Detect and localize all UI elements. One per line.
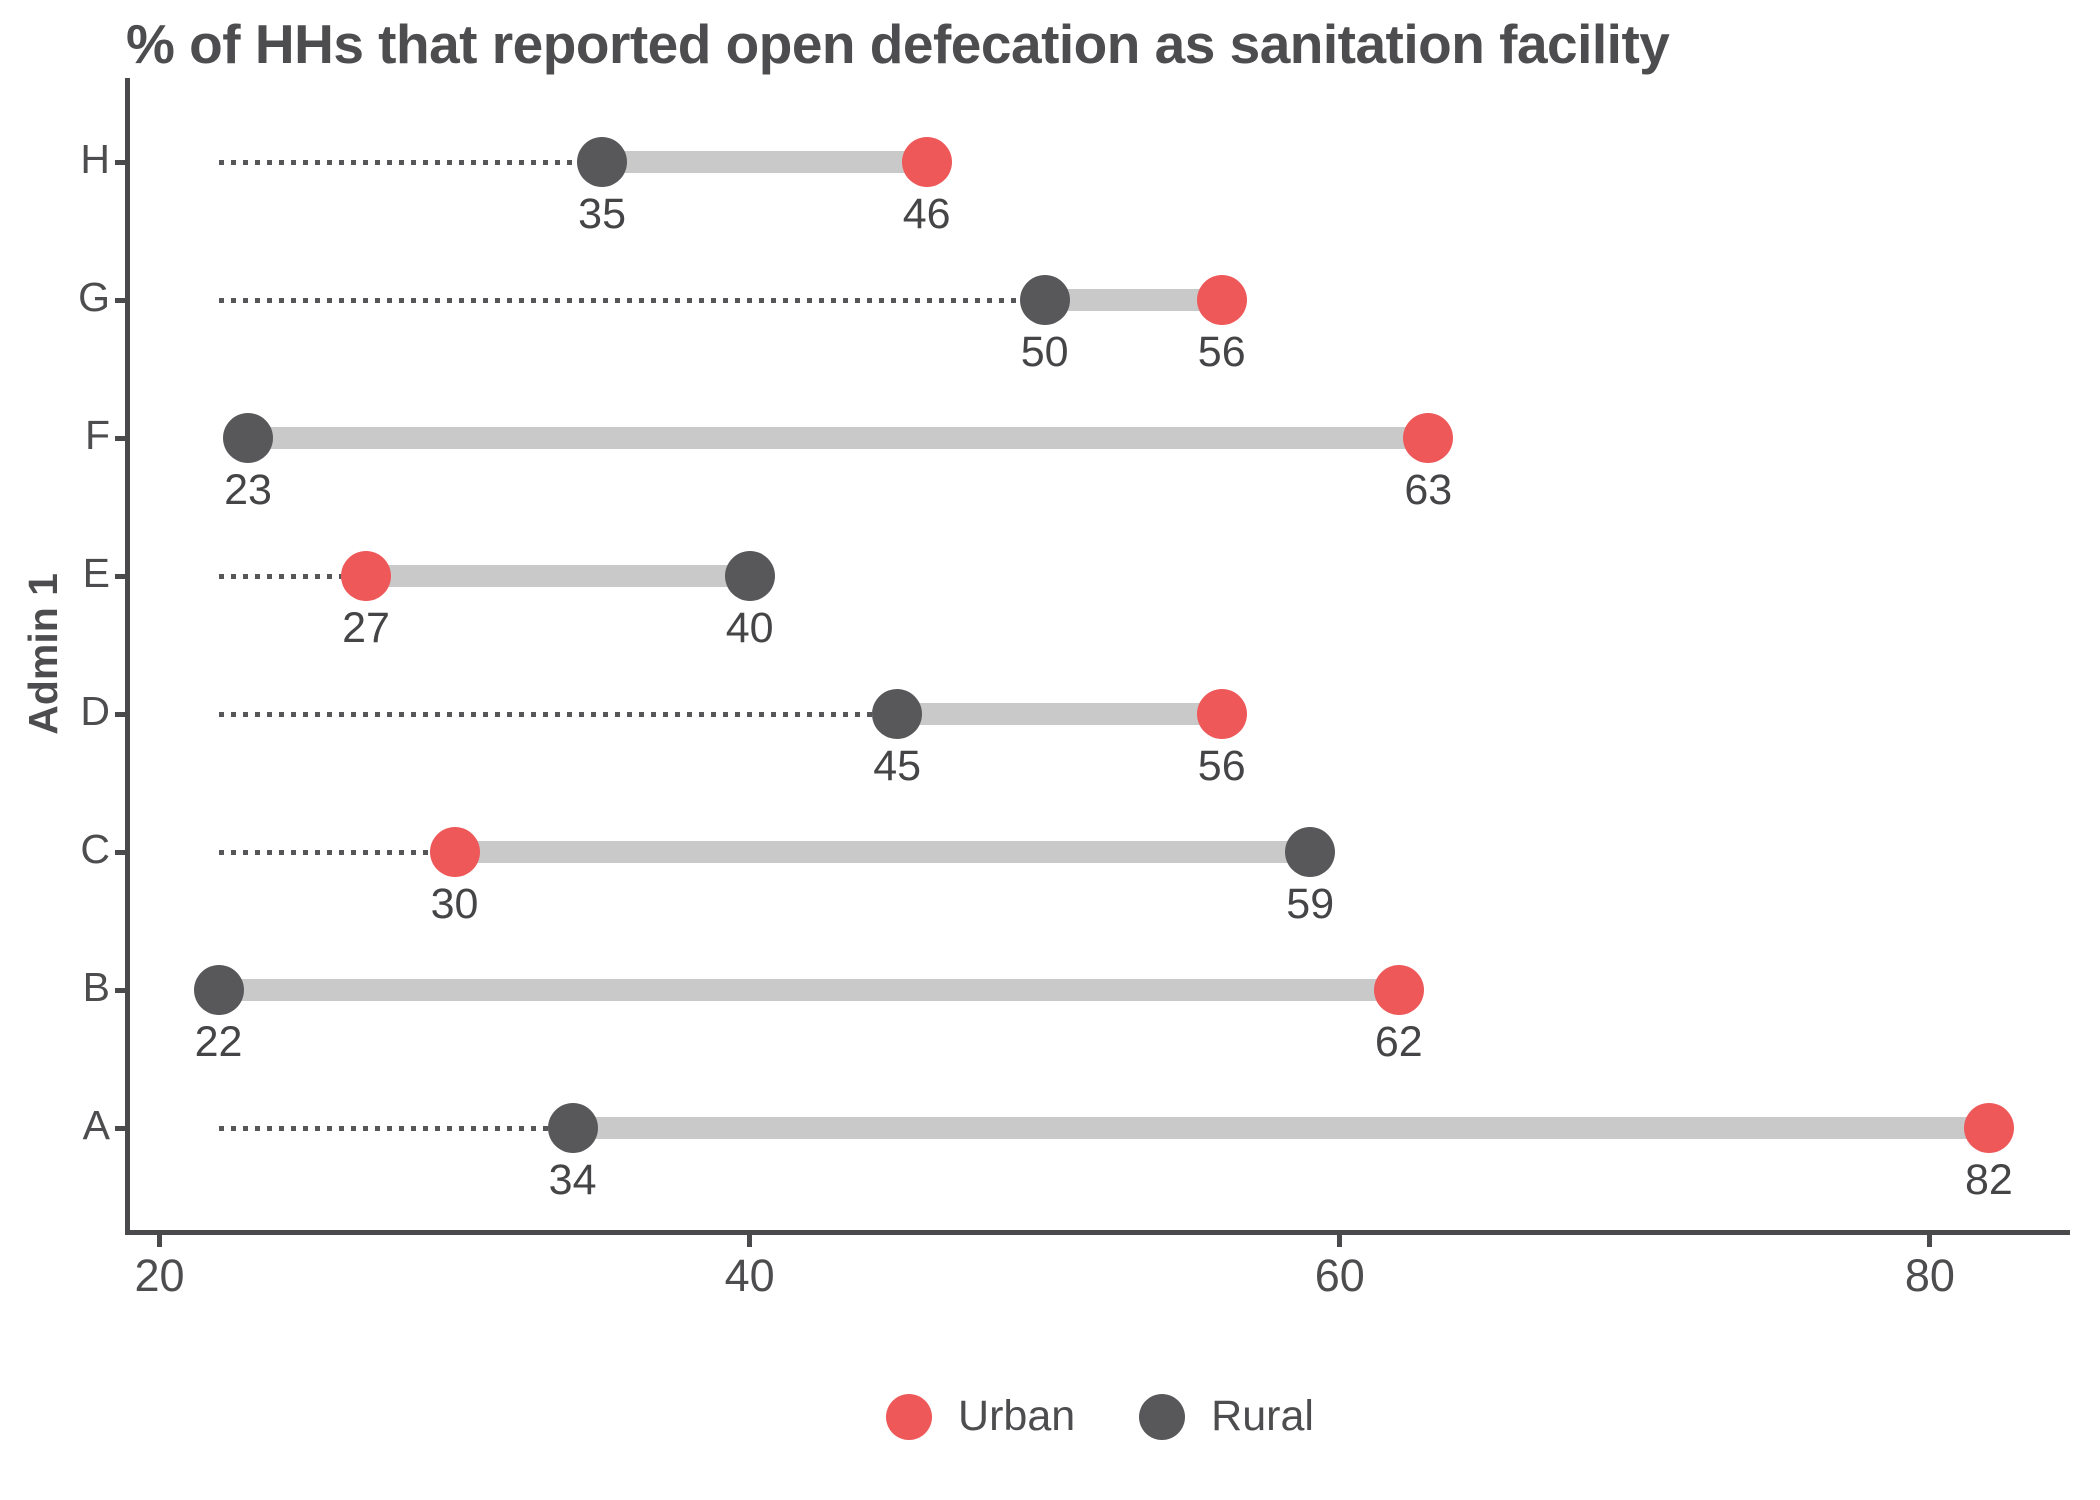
rural-dot xyxy=(1019,275,1070,325)
rural-legend-dot xyxy=(1139,1393,1186,1440)
rural-value-label: 23 xyxy=(224,466,272,514)
urban-dot xyxy=(341,551,392,601)
dumbbell-row-H: H 46 35 xyxy=(80,78,2070,1230)
urban-value-label: 46 xyxy=(902,190,951,238)
rural-dot xyxy=(724,551,775,601)
legend: Urban Rural xyxy=(130,1392,2070,1441)
y-tick-label: D xyxy=(80,688,110,734)
chart-title: % of HHs that reported open defecation a… xyxy=(126,13,1670,75)
rural-value-label: 35 xyxy=(578,190,626,238)
plot-panel: H 46 35 G 56 50 F 63 23 E 27 40 D 56 45 C 30 59 B 62 22 A 82 34… xyxy=(78,78,2070,1301)
y-tick-label: A xyxy=(82,1102,110,1148)
urban-dot xyxy=(1196,689,1247,739)
y-tick-mark xyxy=(115,1125,130,1131)
urban-dot xyxy=(1196,275,1247,325)
dumbbell-row-B: B 62 22 xyxy=(83,78,2070,1230)
y-axis-line xyxy=(125,78,130,1235)
rural-value-label: 59 xyxy=(1286,880,1335,928)
x-tick-mark xyxy=(157,1235,162,1247)
y-axis-title: Admin 1 xyxy=(18,78,68,1230)
urban-value-label: 63 xyxy=(1404,466,1453,514)
range-bar xyxy=(366,565,750,587)
rural-dot xyxy=(193,965,244,1015)
leader-line xyxy=(218,159,603,165)
range-bar xyxy=(218,979,1399,1001)
dumbbell-row-G: G 56 50 xyxy=(78,78,2070,1230)
leader-line xyxy=(218,849,455,855)
leader-line xyxy=(218,1125,573,1131)
urban-value-label: 82 xyxy=(1964,1156,2013,1204)
x-tick-mark xyxy=(747,1235,753,1247)
dumbbell-row-F: F 63 23 xyxy=(85,78,2070,1230)
y-tick-label: C xyxy=(80,826,110,872)
y-axis-title-text: Admin 1 xyxy=(19,573,66,735)
y-tick-mark xyxy=(115,159,130,165)
y-tick-label: E xyxy=(82,550,110,596)
dumbbell-row-E: E 27 40 xyxy=(83,78,2070,1230)
x-tick-mark xyxy=(1337,1235,1343,1247)
rural-dot xyxy=(872,689,923,739)
dumbbell-row-A: A 82 34 xyxy=(83,78,2070,1230)
dumbbell-row-D: D 56 45 xyxy=(80,78,2070,1230)
leader-line xyxy=(218,711,898,717)
rural-value-label: 45 xyxy=(873,742,922,790)
urban-dot xyxy=(1963,1103,2014,1153)
x-tick-label: 80 xyxy=(1904,1250,1955,1301)
y-tick-label: F xyxy=(84,412,110,458)
dumbbell-row-C: C 30 59 xyxy=(80,78,2070,1230)
y-tick-mark xyxy=(115,435,130,441)
rural-dot xyxy=(547,1103,598,1153)
y-tick-mark xyxy=(115,849,130,855)
y-tick-label: B xyxy=(82,964,110,1010)
rural-dot xyxy=(577,137,628,187)
leader-line xyxy=(218,573,367,579)
rural-value-label: 22 xyxy=(194,1018,243,1066)
urban-dot xyxy=(901,137,952,187)
urban-dot xyxy=(1403,413,1454,463)
y-tick-mark xyxy=(115,711,130,717)
legend-label-urban: Urban xyxy=(958,1392,1076,1440)
leader-line xyxy=(218,297,1045,303)
legend-item-rural: Rural xyxy=(1139,1392,1314,1441)
rural-value-label: 40 xyxy=(725,604,774,652)
y-tick-mark xyxy=(115,573,130,579)
range-bar xyxy=(1044,289,1222,311)
x-axis-line xyxy=(125,1230,2070,1235)
rural-value-label: 34 xyxy=(548,1156,597,1204)
x-tick-label: 40 xyxy=(724,1250,775,1301)
urban-value-label: 56 xyxy=(1197,328,1246,376)
y-tick-label: H xyxy=(80,136,110,182)
range-bar xyxy=(248,427,1429,449)
urban-value-label: 27 xyxy=(342,604,390,652)
urban-value-label: 30 xyxy=(430,880,479,928)
urban-dot xyxy=(429,827,480,877)
y-tick-mark xyxy=(115,297,130,303)
range-bar xyxy=(454,841,1311,863)
range-bar xyxy=(897,703,1222,725)
urban-value-label: 62 xyxy=(1374,1018,1423,1066)
rural-value-label: 50 xyxy=(1020,328,1069,376)
range-bar xyxy=(602,151,927,173)
legend-label-rural: Rural xyxy=(1211,1392,1314,1440)
rural-dot xyxy=(223,413,274,463)
y-tick-label: G xyxy=(78,274,110,320)
rural-dot xyxy=(1285,827,1336,877)
urban-value-label: 56 xyxy=(1197,742,1246,790)
x-tick-label: 60 xyxy=(1314,1250,1365,1301)
legend-item-urban: Urban xyxy=(886,1392,1075,1441)
x-tick-mark xyxy=(1927,1235,1933,1247)
urban-dot xyxy=(1373,965,1424,1015)
urban-legend-dot xyxy=(886,1393,933,1440)
range-bar xyxy=(572,1117,1989,1139)
x-tick-label: 20 xyxy=(134,1250,185,1301)
y-tick-mark xyxy=(115,987,130,993)
